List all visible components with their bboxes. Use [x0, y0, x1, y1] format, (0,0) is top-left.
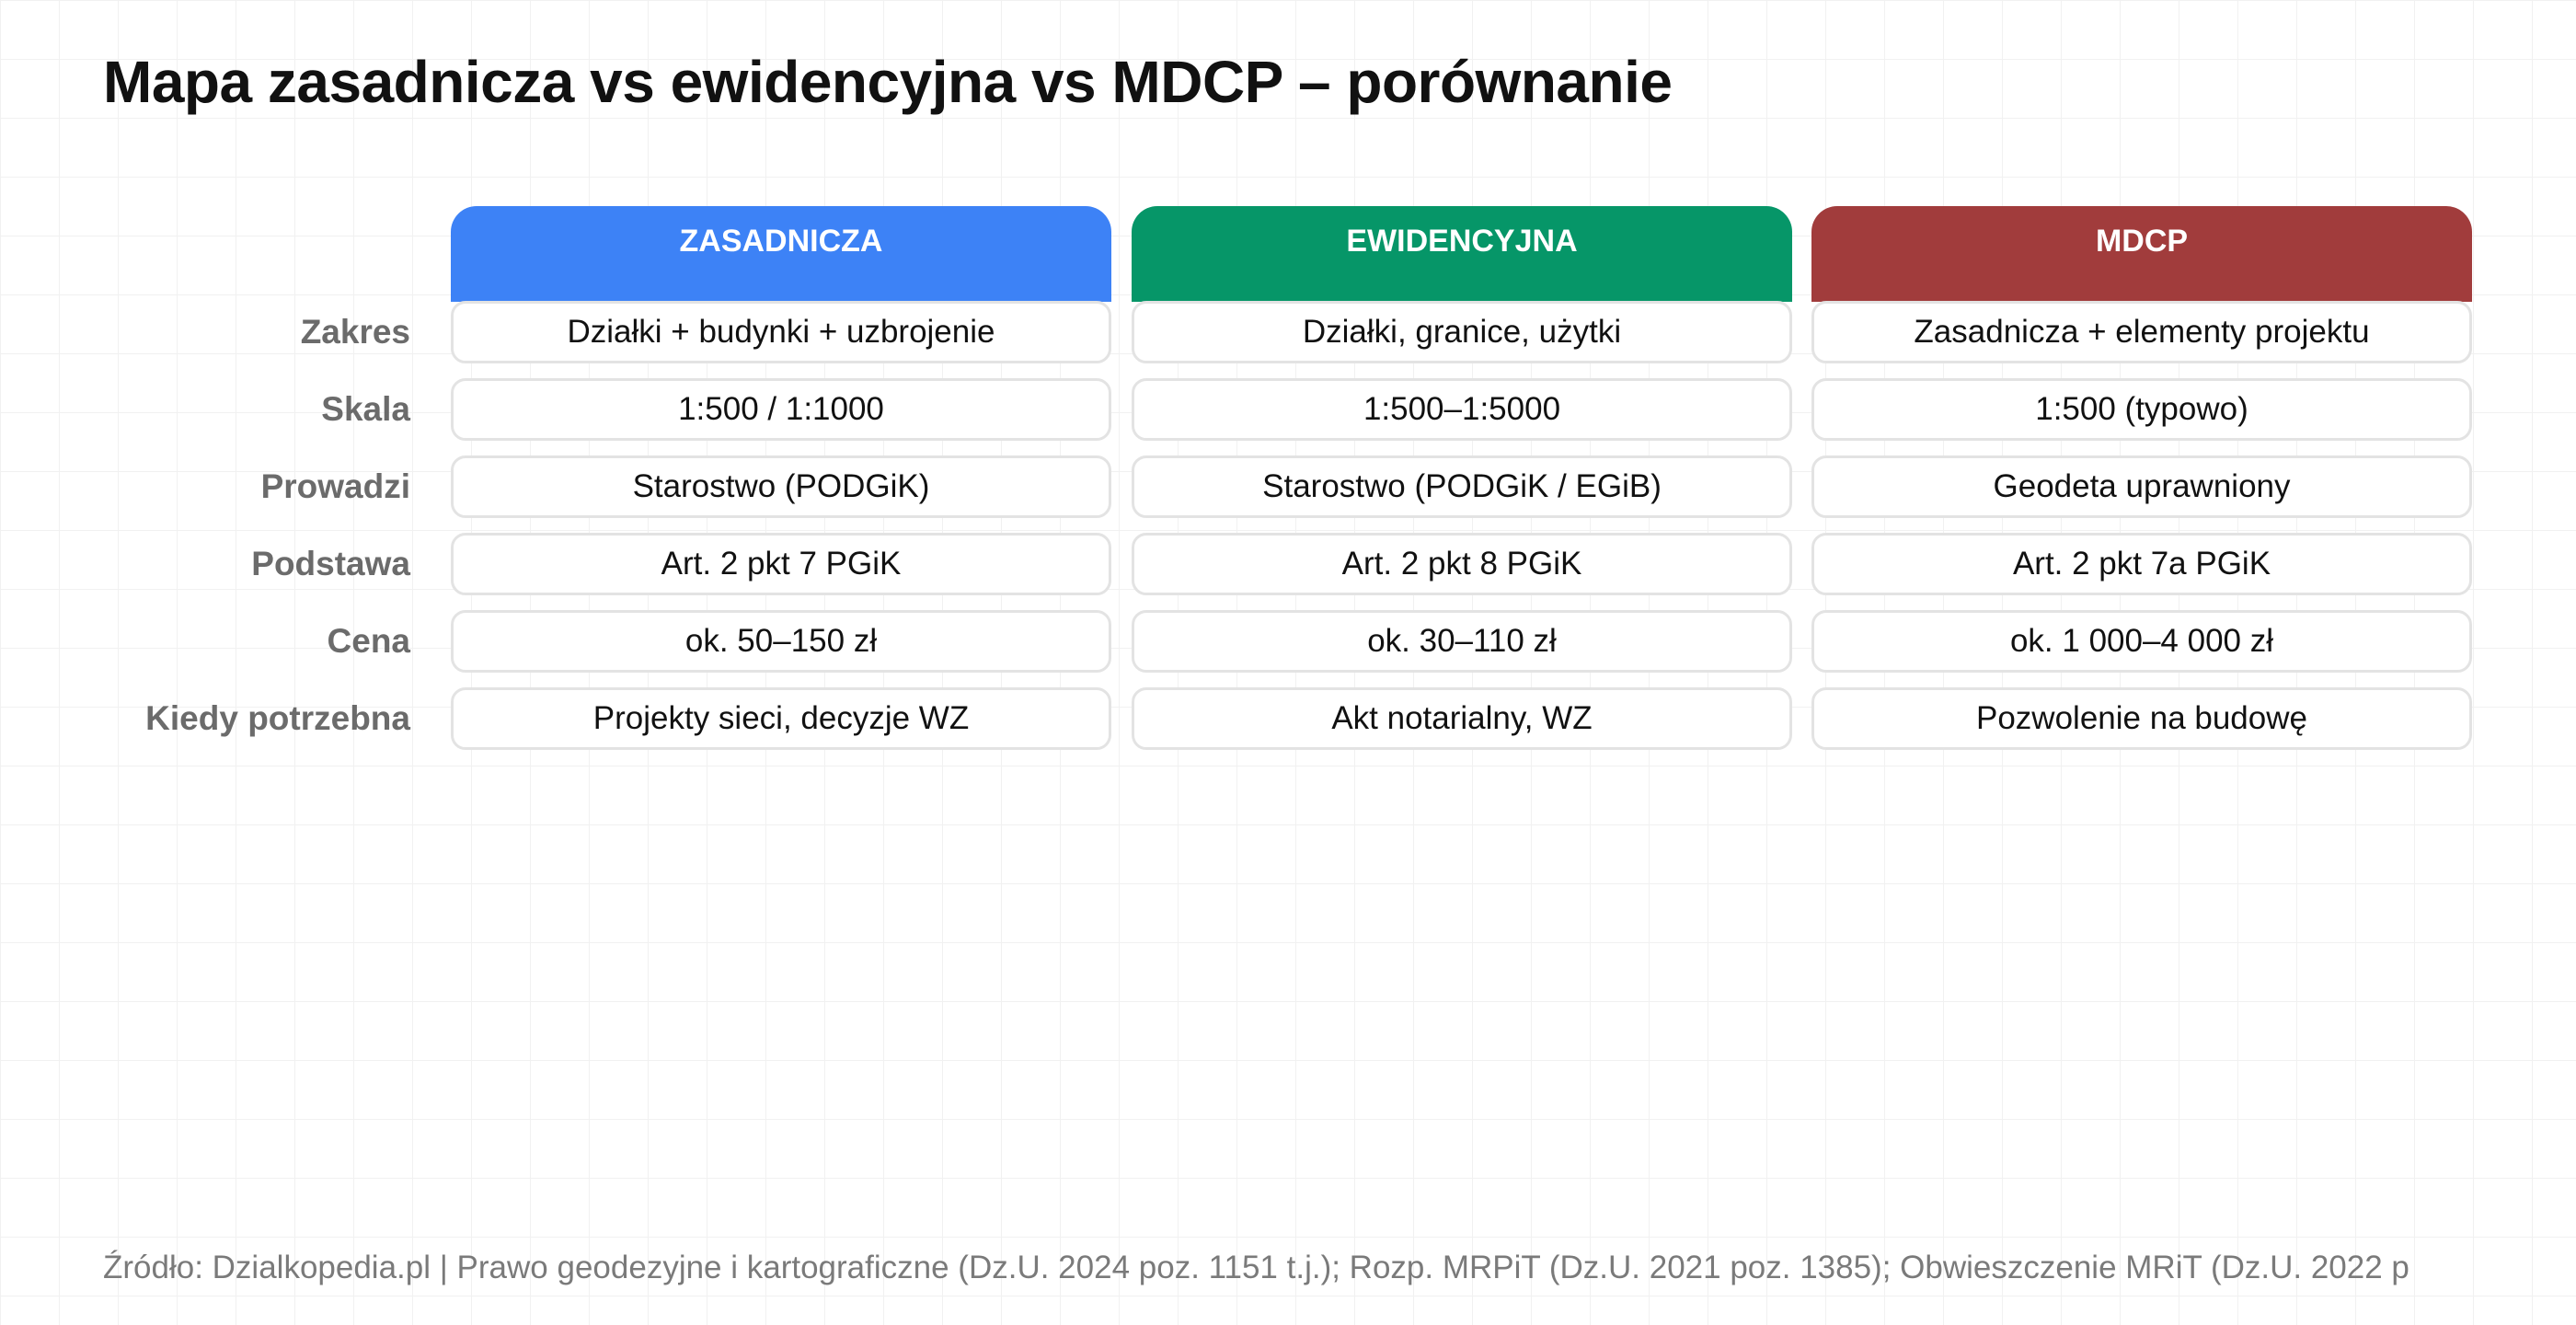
table-cell: Działki + budynki + uzbrojenie: [451, 301, 1111, 363]
table-cell: ok. 50–150 zł: [451, 610, 1111, 673]
page-title: Mapa zasadnicza vs ewidencyjna vs MDCP –…: [103, 49, 1673, 115]
row-label-podstawa: Podstawa: [251, 545, 410, 582]
table-cell: Starostwo (PODGiK): [451, 455, 1111, 518]
table-cell: Akt notarialny, WZ: [1132, 687, 1792, 750]
table-cell: ok. 1 000–4 000 zł: [1811, 610, 2472, 673]
table-cell: Zasadnicza + elementy projektu: [1811, 301, 2472, 363]
table-cell: 1:500 (typowo): [1811, 378, 2472, 441]
table-cell: ok. 30–110 zł: [1132, 610, 1792, 673]
row-label-cena: Cena: [327, 622, 410, 660]
table-cell: Pozwolenie na budowę: [1811, 687, 2472, 750]
row-label-prowadzi: Prowadzi: [260, 467, 410, 505]
row-label-skala: Skala: [321, 390, 410, 428]
table-cell: Działki, granice, użytki: [1132, 301, 1792, 363]
comparison-table: ZASADNICZA EWIDENCYJNA MDCP Zakres Dział…: [145, 206, 2472, 750]
table-cell: Art. 2 pkt 7 PGiK: [451, 533, 1111, 595]
table-cell: Art. 2 pkt 8 PGiK: [1132, 533, 1792, 595]
table-cell: Projekty sieci, decyzje WZ: [451, 687, 1111, 750]
column-header-mdcp: MDCP: [1811, 206, 2472, 302]
table-cell: Geodeta uprawniony: [1811, 455, 2472, 518]
table-cell: Art. 2 pkt 7a PGiK: [1811, 533, 2472, 595]
source-note: Źródło: Dzialkopedia.pl | Prawo geodezyj…: [103, 1250, 2409, 1285]
column-header-zasadnicza: ZASADNICZA: [451, 206, 1111, 302]
table-cell: 1:500 / 1:1000: [451, 378, 1111, 441]
column-header-ewidencyjna: EWIDENCYJNA: [1132, 206, 1792, 302]
row-label-kiedy-potrzebna: Kiedy potrzebna: [145, 699, 410, 737]
row-label-zakres: Zakres: [300, 313, 410, 351]
table-cell: 1:500–1:5000: [1132, 378, 1792, 441]
table-cell: Starostwo (PODGiK / EGiB): [1132, 455, 1792, 518]
